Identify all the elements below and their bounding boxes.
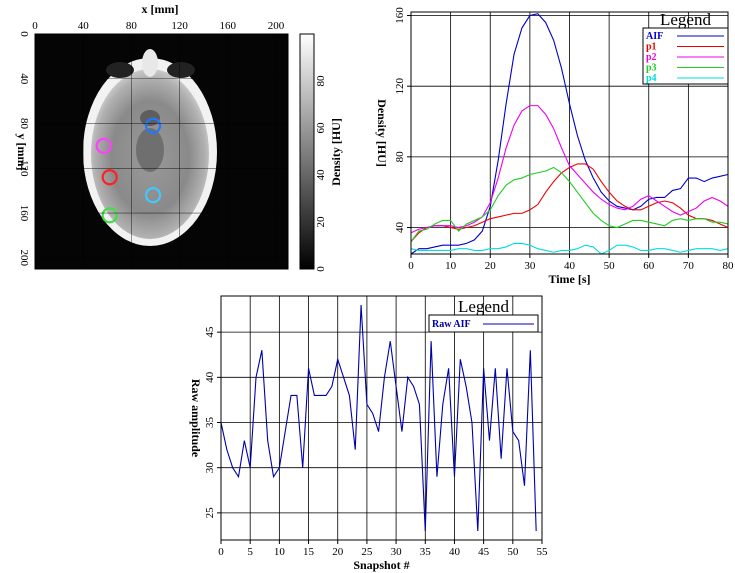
ct-x-tick-label: 80 [126, 20, 138, 32]
roi-circle-aif [144, 117, 162, 134]
raw-y-tick-label: 40 [204, 371, 216, 383]
density-series-p1 [410, 163, 729, 243]
raw-legend-title: Legend [458, 297, 509, 316]
raw-x-tick-label: 15 [303, 546, 315, 558]
raw-plot-frame [220, 295, 543, 541]
roi-circle-p3 [101, 207, 118, 224]
ct-y-tick-label: 120 [18, 160, 30, 177]
ct-y-ticks: 0 40 80 120 160 200 [18, 31, 30, 266]
raw-x-tick-label: 45 [478, 546, 490, 558]
raw-x-tick-label: 50 [507, 546, 519, 558]
density-legend-label: p1 [646, 42, 657, 53]
density-y-tick-label: 120 [394, 77, 406, 94]
density-x-tick-label: 40 [564, 260, 576, 272]
roi-circle-p2 [95, 137, 112, 155]
colorbar-tick-label: 60 [315, 122, 327, 134]
raw-series-raw-aif [220, 305, 537, 531]
colorbar-tick-label: 20 [315, 216, 327, 228]
raw-x-tick-label: 55 [537, 546, 549, 558]
density-y-label: Density [HU] [375, 99, 389, 167]
raw-y-tick-label: 30 [204, 462, 216, 474]
roi-circle-p1 [101, 169, 118, 186]
density-y-tick-label: 40 [394, 222, 406, 234]
density-x-tick-label: 80 [723, 260, 735, 272]
density-y-tick-label: 80 [394, 151, 406, 163]
raw-x-tick-label: 40 [449, 546, 461, 558]
ct-grid [35, 34, 288, 269]
density-plot-frame [410, 11, 729, 255]
density-legend-label: p3 [646, 63, 657, 74]
density-x-tick-label: 30 [524, 260, 536, 272]
density-series-aif [410, 13, 729, 255]
density-series-p2 [410, 105, 729, 234]
ct-x-tick-label: 40 [78, 20, 90, 32]
raw-legend-label: Raw AIF [432, 319, 471, 330]
density-legend-label: AIF [646, 31, 663, 42]
density-y-tick-label: 160 [394, 7, 406, 24]
density-x-label: Time [s] [548, 272, 590, 286]
ct-y-label: y [mm] [15, 134, 29, 171]
skull-outline [83, 58, 217, 246]
raw-x-tick-label: 10 [274, 546, 286, 558]
ct-y-tick-label: 0 [18, 31, 30, 37]
colorbar-tick-label: 40 [315, 169, 327, 181]
orbit-right [167, 62, 195, 78]
raw-x-tick-label: 0 [218, 546, 224, 558]
density-x-tick-label: 50 [604, 260, 616, 272]
ct-x-tick-label: 120 [171, 20, 188, 32]
density-x-tick-label: 70 [683, 260, 695, 272]
density-series-p3 [410, 166, 729, 242]
roi-group [95, 117, 162, 224]
density-x-tick-label: 20 [485, 260, 497, 272]
density-legend-box [642, 27, 729, 85]
ct-y-tick-label: 40 [18, 73, 30, 85]
raw-y-tick-label: 25 [204, 507, 216, 519]
colorbar-label: Density [HU] [329, 118, 343, 186]
density-x-tick-label: 60 [643, 260, 655, 272]
raw-y-tick-label: 45 [204, 326, 216, 338]
raw-x-tick-label: 30 [391, 546, 403, 558]
raw-x-tick-label: 20 [332, 546, 344, 558]
density-legend-label: p2 [646, 52, 657, 63]
colorbar [299, 33, 315, 270]
ct-y-tick-label: 160 [18, 205, 30, 222]
ct-x-label: x [mm] [142, 2, 179, 16]
raw-legend-box [428, 314, 539, 333]
raw-y-tick-label: 35 [204, 417, 216, 429]
ct-image-frame [34, 33, 289, 270]
ct-x-tick-label: 160 [220, 20, 237, 32]
raw-x-tick-label: 25 [361, 546, 373, 558]
colorbar-ticks: 0 20 40 60 80 [315, 75, 327, 272]
colorbar-tick-label: 0 [315, 266, 327, 272]
density-series-p4 [410, 242, 729, 255]
brainstem [136, 128, 164, 172]
ct-y-tick-label: 200 [18, 250, 30, 267]
orbit-left [106, 62, 134, 78]
ct-x-tick-label: 200 [268, 20, 285, 32]
raw-x-tick-label: 5 [247, 546, 253, 558]
ct-x-tick-label: 0 [32, 20, 38, 32]
brain-tissue [91, 69, 209, 239]
density-legend-title: Legend [660, 10, 711, 29]
density-x-tick-label: 10 [445, 260, 457, 272]
nasal-region [142, 49, 158, 77]
ventricle [140, 110, 160, 126]
density-legend-label: p4 [646, 73, 657, 84]
colorbar-tick-label: 80 [315, 75, 327, 87]
roi-circle-p4 [144, 187, 162, 204]
raw-y-label: Raw amplitude [189, 379, 203, 458]
raw-x-label: Snapshot # [353, 558, 409, 572]
ct-x-ticks: 0 40 80 120 160 200 [32, 20, 284, 32]
density-x-tick-label: 0 [408, 260, 414, 272]
raw-x-tick-label: 35 [420, 546, 432, 558]
ct-y-tick-label: 80 [18, 118, 30, 129]
